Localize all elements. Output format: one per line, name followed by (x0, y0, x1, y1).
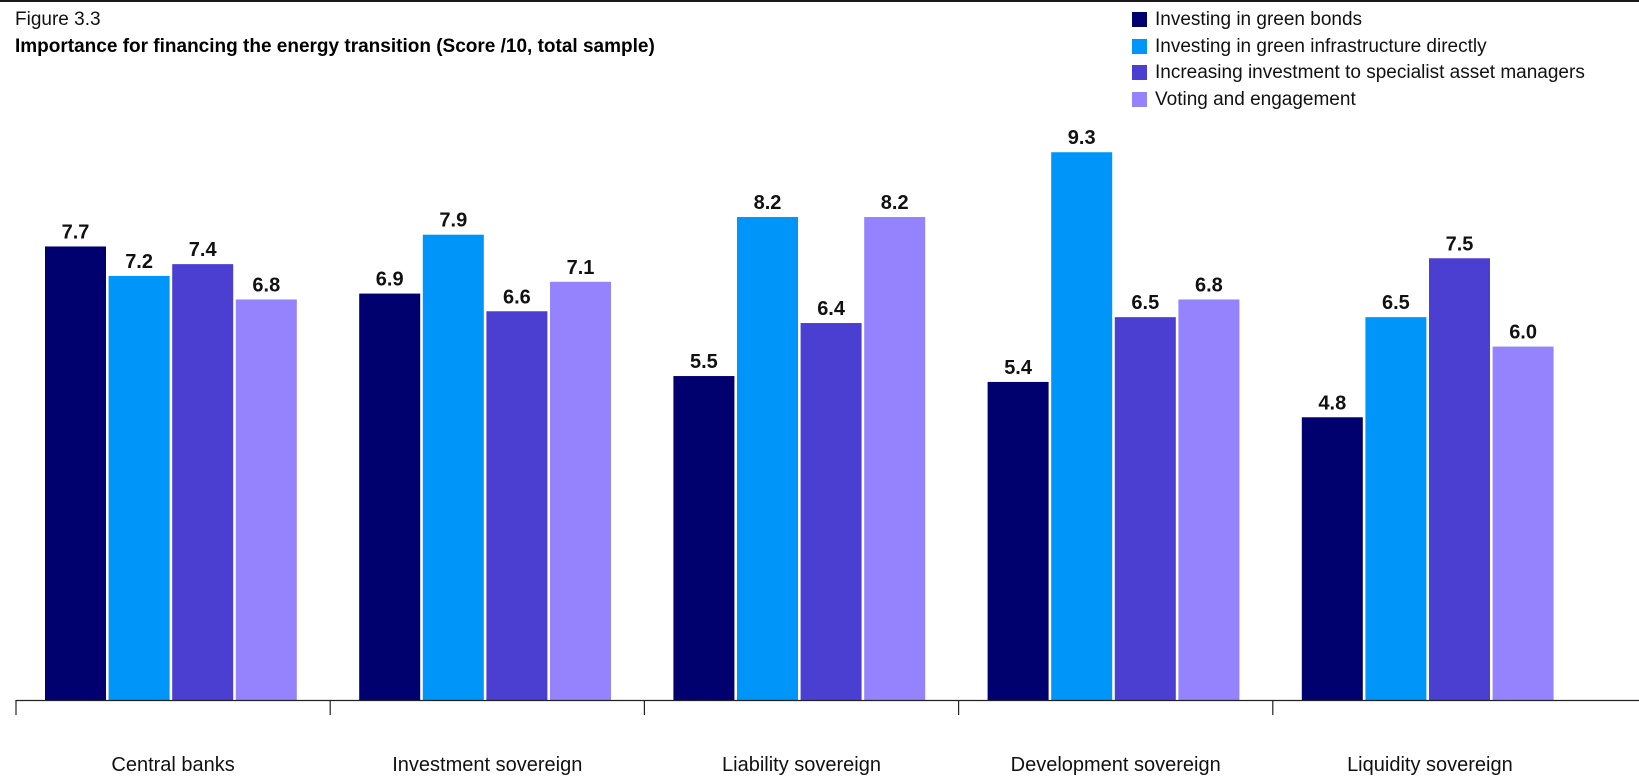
legend-swatch-specialist-managers (1132, 65, 1147, 80)
bar-central-banks-investing-in-green-bonds (45, 246, 106, 700)
bar-development-sovereign-voting-and-engagement (1178, 299, 1240, 700)
legend-swatch-voting-engagement (1132, 91, 1147, 107)
value-label-liquidity-sovereign-voting-and-engagement: 6.0 (1509, 322, 1537, 344)
bar-liability-sovereign-voting-and-engagement (864, 217, 926, 700)
bar-liquidity-sovereign-increasing-investment-to-specialist-asset-managers (1429, 258, 1490, 700)
legend-swatch-green-infrastructure (1132, 38, 1147, 54)
bar-central-banks-investing-in-green-infrastructure-directly (108, 275, 170, 700)
value-label-development-sovereign-voting-and-engagement: 6.8 (1195, 274, 1223, 296)
legend-label-green-infrastructure: Investing in green infrastructure direct… (1155, 35, 1487, 57)
value-label-development-sovereign-increasing-investment-to-specialist-asset-managers: 6.5 (1131, 292, 1159, 314)
value-label-development-sovereign-investing-in-green-infrastructure-directly: 9.3 (1068, 127, 1096, 149)
value-label-investment-sovereign-voting-and-engagement: 7.1 (567, 257, 595, 279)
value-label-liability-sovereign-voting-and-engagement: 8.2 (881, 192, 909, 214)
bar-investment-sovereign-increasing-investment-to-specialist-asset-managers (486, 311, 548, 700)
legend-label-specialist-managers: Increasing investment to specialist asse… (1155, 62, 1585, 83)
bar-development-sovereign-investing-in-green-bonds (987, 381, 1049, 700)
bars-layer (45, 152, 1554, 701)
bar-investment-sovereign-voting-and-engagement (550, 281, 611, 700)
legend-label-voting-engagement: Voting and engagement (1155, 88, 1356, 110)
legend-label-green-bonds: Investing in green bonds (1155, 9, 1363, 30)
value-label-development-sovereign-investing-in-green-bonds: 5.4 (1004, 357, 1033, 379)
value-label-liability-sovereign-investing-in-green-bonds: 5.5 (690, 351, 718, 373)
bar-central-banks-voting-and-engagement (235, 299, 297, 700)
category-label-central-banks: Central banks (111, 754, 234, 776)
value-label-investment-sovereign-investing-in-green-infrastructure-directly: 7.9 (439, 210, 467, 232)
legend-swatch-green-bonds (1132, 12, 1147, 27)
top-rule (0, 0, 1639, 2)
value-labels-layer: 7.7 7.2 7.4 6.8 6.9 7.9 6.6 7.1 5.5 8.2 6.4 8.2 5.4 9… (62, 127, 1537, 414)
bar-liquidity-sovereign-investing-in-green-infrastructure-directly (1365, 317, 1427, 700)
bar-investment-sovereign-investing-in-green-bonds (359, 293, 421, 700)
category-label-liquidity-sovereign: Liquidity sovereign (1347, 754, 1513, 776)
bar-liability-sovereign-increasing-investment-to-specialist-asset-managers (800, 323, 862, 700)
bar-liquidity-sovereign-voting-and-engagement (1492, 346, 1554, 700)
value-label-central-banks-voting-and-engagement: 6.8 (252, 274, 280, 296)
value-label-liquidity-sovereign-investing-in-green-bonds: 4.8 (1318, 392, 1346, 414)
chart-title: Importance for financing the energy tran… (15, 36, 655, 57)
value-label-investment-sovereign-increasing-investment-to-specialist-asset-managers: 6.6 (503, 286, 531, 308)
bar-investment-sovereign-investing-in-green-infrastructure-directly (422, 234, 484, 700)
bar-central-banks-increasing-investment-to-specialist-asset-managers (172, 264, 234, 700)
bar-liability-sovereign-investing-in-green-infrastructure-directly (737, 217, 798, 700)
bar-development-sovereign-investing-in-green-infrastructure-directly (1051, 152, 1113, 701)
bar-liquidity-sovereign-investing-in-green-bonds (1301, 417, 1363, 700)
category-label-investment-sovereign: Investment sovereign (392, 754, 582, 776)
value-label-central-banks-increasing-investment-to-specialist-asset-managers: 7.4 (189, 239, 218, 261)
value-label-liquidity-sovereign-investing-in-green-infrastructure-directly: 6.5 (1382, 292, 1410, 314)
value-label-liquidity-sovereign-increasing-investment-to-specialist-asset-managers: 7.5 (1446, 233, 1474, 255)
bar-development-sovereign-increasing-investment-to-specialist-asset-managers (1114, 317, 1176, 700)
category-label-liability-sovereign: Liability sovereign (722, 754, 881, 776)
category-label-development-sovereign: Development sovereign (1011, 754, 1221, 776)
value-label-investment-sovereign-investing-in-green-bonds: 6.9 (376, 269, 404, 291)
figure-label: Figure 3.3 (15, 9, 101, 30)
value-label-liability-sovereign-increasing-investment-to-specialist-asset-managers: 6.4 (817, 298, 846, 320)
x-axis: Central banks Investment sovereign Liabili… (15, 699, 1639, 776)
value-label-liability-sovereign-investing-in-green-infrastructure-directly: 8.2 (754, 192, 782, 214)
value-label-central-banks-investing-in-green-infrastructure-directly: 7.2 (125, 251, 153, 273)
value-label-central-banks-investing-in-green-bonds: 7.7 (62, 221, 90, 243)
bar-liability-sovereign-investing-in-green-bonds (673, 376, 735, 700)
